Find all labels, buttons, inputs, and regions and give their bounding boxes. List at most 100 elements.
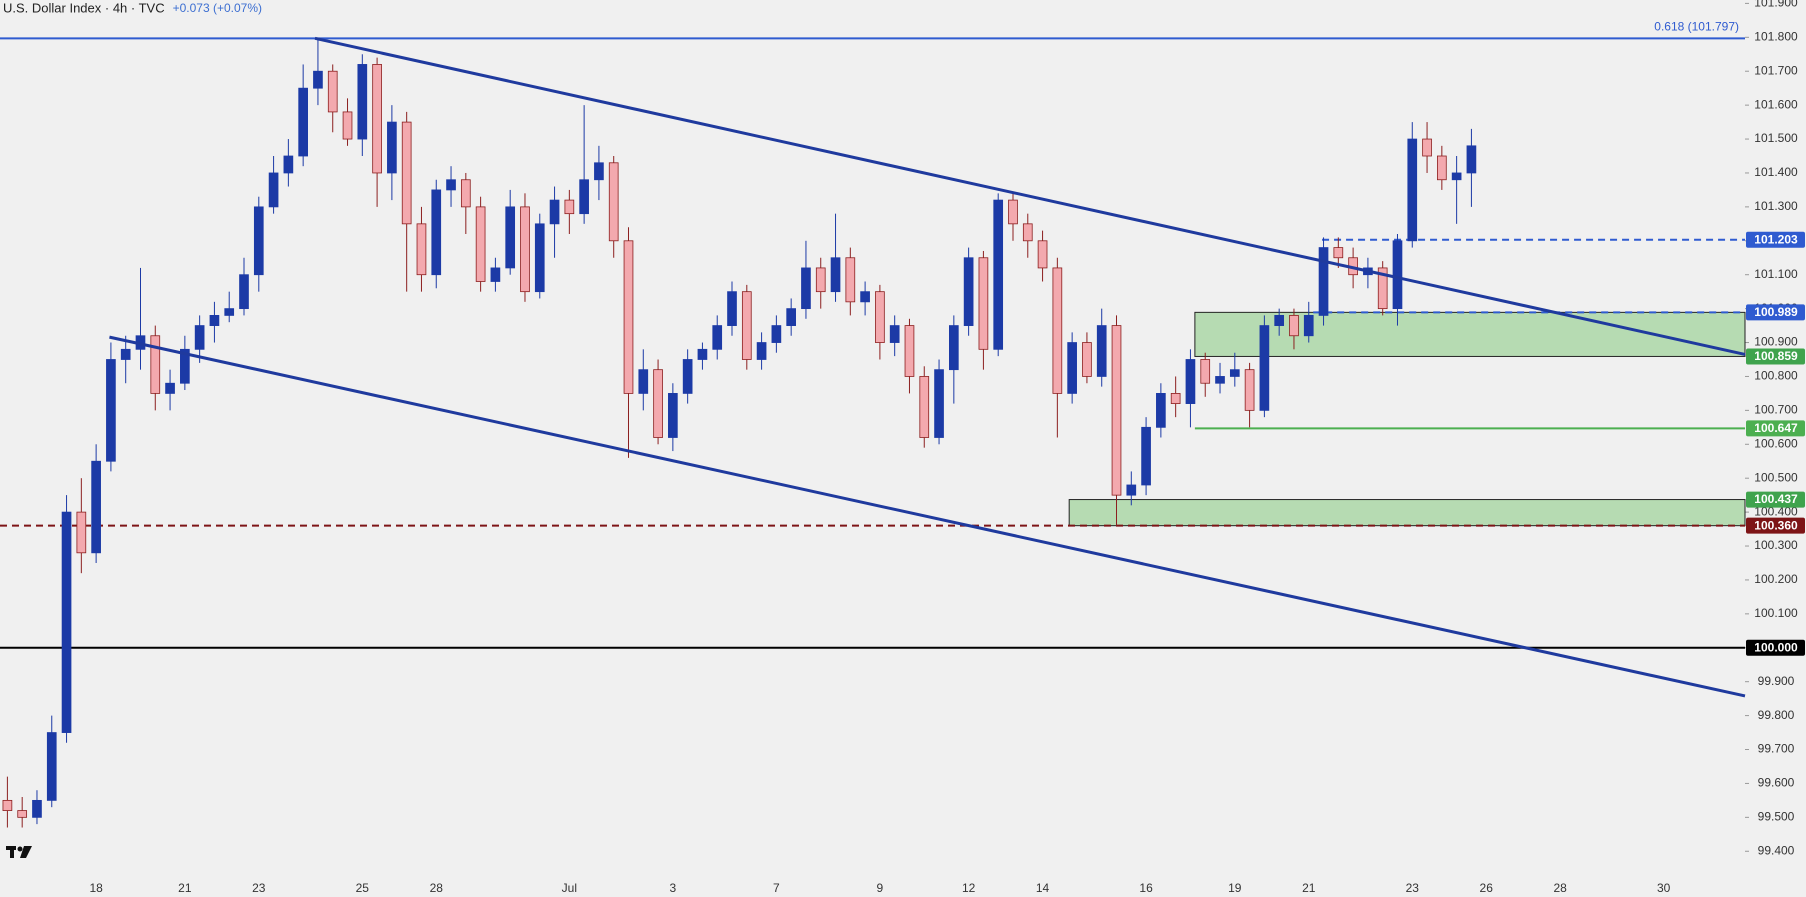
y-tick-label: 101.800 [1754,29,1798,43]
x-tick-label: 23 [1406,881,1420,895]
candle-body [815,267,826,293]
candle-body [1215,376,1225,384]
candle-body [180,348,190,384]
y-tick-label: 100.300 [1754,538,1798,552]
y-tick-label: 101.100 [1754,267,1798,281]
candle-body [934,369,944,438]
x-tick-label: 28 [430,881,444,895]
x-tick-label: Jul [562,881,577,895]
y-tick-label: 99.800 [1758,708,1795,722]
candle-body [1008,199,1018,225]
candle-body [32,799,42,818]
candle-body [106,359,116,462]
candle-body [1037,240,1048,269]
candle-body [1170,393,1181,404]
candle-body [608,162,619,242]
candle-body [150,335,161,394]
candle-body [993,199,1004,350]
candle-body [1022,223,1033,242]
y-tick-label: 100.700 [1754,403,1798,417]
candle-body [1111,325,1122,496]
candle-body [372,64,382,174]
price-tag-label: 100.647 [1754,421,1798,435]
price-tag-label: 100.989 [1754,305,1798,319]
x-tick-label: 28 [1553,881,1567,895]
candle-body [253,206,264,276]
candle-body [1141,426,1151,486]
logo-part [20,846,32,858]
candle-body [1082,342,1092,377]
candle-body [638,369,649,394]
candle-body [549,199,560,225]
chart-title: U.S. Dollar Index · 4h · TVC [3,0,165,15]
candle-body [1126,484,1137,496]
candle-body [875,291,885,343]
price-tag [1746,420,1805,437]
candle-body [786,308,797,326]
candle-body [446,179,456,191]
candle-body [963,257,974,326]
candle-body [1407,138,1418,242]
candle-body [919,376,930,438]
x-tick-label: 14 [1036,881,1050,895]
candle-body [1303,315,1314,337]
candle-body [387,121,397,174]
candle-body [727,291,737,326]
y-tick-label: 101.500 [1754,131,1798,145]
x-tick-label: 18 [89,881,103,895]
candle-body [416,223,427,276]
candle-body [209,315,220,326]
trendline [314,36,1746,356]
candle-body [1067,342,1077,394]
candle-body [1244,369,1255,411]
candle-body [1451,172,1462,181]
candle-body [1392,240,1403,310]
logo-part [17,846,23,852]
candle-body [61,511,72,733]
candle-body [1200,359,1211,384]
candle-body [520,206,530,293]
candle-body [401,121,412,225]
candle-body [1333,247,1344,259]
y-tick-label: 100.600 [1754,436,1798,450]
x-tick-label: 12 [962,881,976,895]
candle-body [505,206,516,269]
candle-body [801,267,811,310]
y-tick-label: 101.400 [1754,165,1798,179]
candle-body [431,189,442,276]
candle-body [490,267,501,282]
candle-body [845,257,856,303]
x-tick-label: 26 [1480,881,1494,895]
y-tick-label: 100.400 [1754,504,1798,518]
logo-part [10,846,14,858]
x-tick-label: 16 [1139,881,1153,895]
trendline [109,335,1746,698]
y-tick-label: 100.900 [1754,335,1798,349]
candle-body [283,155,294,174]
price-tag [1746,348,1805,365]
price-tag-label: 100.437 [1754,492,1798,506]
x-tick-label: 23 [252,881,266,895]
candle-body [460,179,471,208]
candle-body [653,369,663,438]
candle-body [1229,369,1240,377]
candle-body [594,162,604,181]
candle-body [357,64,368,140]
candle-body [668,393,678,438]
price-tag-label: 101.203 [1754,232,1798,246]
price-tag-label: 100.000 [1754,640,1798,654]
candle-body [860,291,870,303]
y-tick-label: 100.200 [1754,572,1798,586]
candle-body [76,511,87,554]
x-tick-label: 7 [773,881,780,895]
x-tick-label: 21 [178,881,192,895]
candle-body [165,382,175,394]
y-tick-label: 101.700 [1754,63,1798,77]
price-tag [1746,304,1805,321]
candle-body [1052,267,1063,394]
candle-body [1466,145,1477,174]
y-tick-label: 101.900 [1754,0,1798,10]
